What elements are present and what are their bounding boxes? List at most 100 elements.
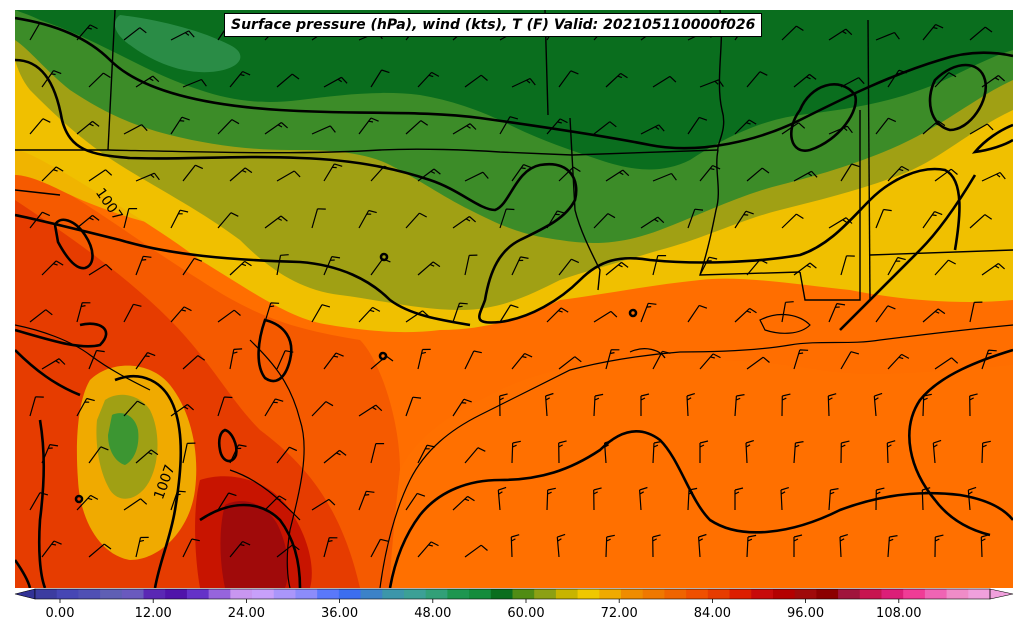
wind-barb xyxy=(405,212,427,229)
wind-barb xyxy=(323,163,343,182)
wind-barb xyxy=(887,256,906,276)
wind-barb xyxy=(969,301,983,323)
wind-barb xyxy=(546,118,568,135)
colorbar-tick-label: 36.00 xyxy=(320,606,359,621)
wind-barb xyxy=(452,302,468,323)
temperature-band-hot-core-inner xyxy=(220,501,289,588)
wind-barb xyxy=(88,543,112,558)
wind-barb xyxy=(405,120,429,135)
wind-barb xyxy=(417,348,431,370)
wind-barb xyxy=(41,540,62,558)
colorbar-extend-low xyxy=(14,588,36,600)
wind-barb xyxy=(417,71,440,88)
wind-barb xyxy=(123,303,142,323)
wind-barb xyxy=(827,393,837,417)
wind-barb xyxy=(781,25,804,41)
wind-barb xyxy=(76,302,91,323)
wind-barb xyxy=(640,216,665,229)
wind-barbs xyxy=(29,22,1006,558)
wind-barb xyxy=(734,119,757,135)
wind-barb xyxy=(746,71,768,88)
wind-barb xyxy=(29,396,44,417)
wind-barb xyxy=(687,487,698,511)
colorbar-swatch xyxy=(56,589,79,599)
colorbar-swatch xyxy=(165,589,188,599)
wind-barb xyxy=(88,72,111,88)
colorbar-swatch xyxy=(534,589,557,599)
wind-barb xyxy=(29,309,53,323)
wind-barb xyxy=(311,125,336,135)
wind-barb xyxy=(981,440,991,464)
wind-barb xyxy=(605,349,620,370)
wind-barb xyxy=(123,27,147,41)
wind-barb xyxy=(640,393,650,416)
wind-barb xyxy=(170,306,192,323)
wind-barb xyxy=(170,30,195,41)
gulf-of-mexico xyxy=(390,359,1013,588)
wind-barb xyxy=(875,31,900,41)
wind-barb xyxy=(605,72,628,88)
wind-barb xyxy=(276,170,301,182)
wind-barb xyxy=(652,255,667,276)
wind-barb xyxy=(182,257,203,276)
wind-barb xyxy=(699,164,721,182)
wind-barb xyxy=(323,537,338,558)
wind-barb xyxy=(981,263,1005,276)
wind-barb xyxy=(828,217,853,229)
wind-barb xyxy=(135,172,160,182)
wind-barb xyxy=(793,534,803,557)
wind-barb xyxy=(358,306,381,323)
wind-barb xyxy=(452,495,475,511)
colorbar-swatch xyxy=(686,589,709,599)
wind-barb xyxy=(76,120,100,135)
wind-barb xyxy=(511,440,521,464)
wind-barb xyxy=(276,446,298,464)
wind-barb xyxy=(828,303,846,323)
wind-barb xyxy=(840,440,850,464)
wind-barb xyxy=(781,393,791,417)
wind-barb xyxy=(652,172,677,182)
wind-barb xyxy=(652,75,677,88)
wind-barb xyxy=(170,404,194,417)
wind-barb xyxy=(29,118,51,135)
wind-barb xyxy=(76,214,100,229)
wind-barb xyxy=(499,208,515,229)
wind-barb xyxy=(793,349,809,370)
wind-barb xyxy=(264,302,280,323)
wind-barb xyxy=(546,307,569,323)
wind-barb xyxy=(135,536,149,558)
wind-barb xyxy=(76,397,95,417)
colorbar-swatch xyxy=(838,589,861,599)
wind-barb xyxy=(558,440,567,464)
wind-barb xyxy=(264,215,288,229)
wind-barb xyxy=(135,449,159,464)
colorbar-extend-high xyxy=(989,588,1014,600)
wind-barb xyxy=(510,534,520,558)
colorbar-swatch xyxy=(555,589,579,599)
wind-barb xyxy=(828,125,853,135)
wind-barb xyxy=(405,396,422,417)
wind-barb xyxy=(323,449,347,464)
wind-barb xyxy=(780,487,789,511)
wind-barb xyxy=(170,490,186,511)
wind-barb xyxy=(886,440,896,464)
wind-barb xyxy=(875,208,892,229)
wind-barb xyxy=(370,165,392,182)
map-title: Surface pressure (hPa), wind (kts), T (F… xyxy=(224,13,763,37)
wind-barb xyxy=(276,350,294,370)
wind-barb xyxy=(839,534,848,558)
colorbar-swatch xyxy=(273,589,296,599)
wind-barb xyxy=(605,534,615,558)
wind-barb xyxy=(745,440,754,464)
wind-barb xyxy=(746,259,768,276)
wind-barb xyxy=(932,439,942,464)
wind-barb xyxy=(182,78,207,88)
colorbar-tick-label: 12.00 xyxy=(134,606,172,621)
wind-barb xyxy=(887,69,907,88)
wind-barb xyxy=(417,261,441,276)
wind-barb xyxy=(276,254,289,276)
wind-barb xyxy=(182,355,206,370)
wind-barb xyxy=(123,208,138,229)
wind-barb xyxy=(358,209,377,229)
wind-barb xyxy=(323,352,344,370)
